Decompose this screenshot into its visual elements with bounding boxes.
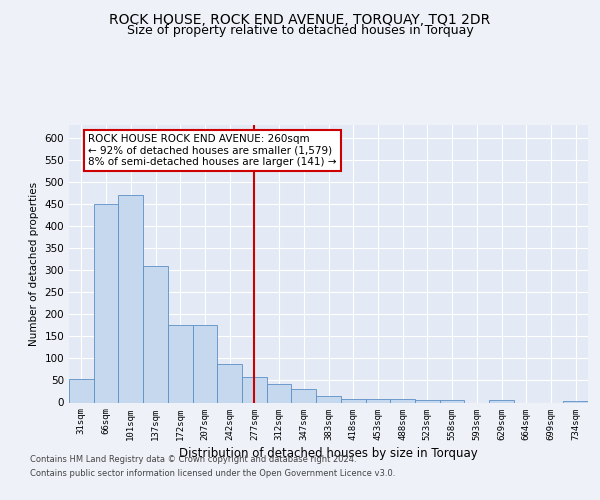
Bar: [415, 400, 440, 402]
Bar: [365, 399, 390, 402]
Bar: [168, 326, 193, 402]
Bar: [390, 400, 415, 402]
Bar: [316, 396, 341, 402]
Bar: [69, 379, 94, 402]
Bar: [242, 377, 267, 402]
Text: ROCK HOUSE ROCK END AVENUE: 260sqm
← 92% of detached houses are smaller (1,579)
: ROCK HOUSE ROCK END AVENUE: 260sqm ← 92%…: [88, 134, 337, 167]
Text: Size of property relative to detached houses in Torquay: Size of property relative to detached ho…: [127, 24, 473, 37]
Text: Contains HM Land Registry data © Crown copyright and database right 2024.: Contains HM Land Registry data © Crown c…: [30, 456, 356, 464]
Bar: [292, 390, 316, 402]
Y-axis label: Number of detached properties: Number of detached properties: [29, 182, 39, 346]
Bar: [193, 326, 217, 402]
Text: Contains public sector information licensed under the Open Government Licence v3: Contains public sector information licen…: [30, 469, 395, 478]
Bar: [267, 384, 292, 402]
Bar: [440, 400, 464, 402]
Bar: [489, 400, 514, 402]
Bar: [563, 400, 588, 402]
Bar: [217, 364, 242, 403]
Bar: [341, 398, 365, 402]
Bar: [94, 204, 118, 402]
Bar: [143, 266, 168, 402]
X-axis label: Distribution of detached houses by size in Torquay: Distribution of detached houses by size …: [179, 446, 478, 460]
Bar: [118, 196, 143, 402]
Text: ROCK HOUSE, ROCK END AVENUE, TORQUAY, TQ1 2DR: ROCK HOUSE, ROCK END AVENUE, TORQUAY, TQ…: [109, 12, 491, 26]
